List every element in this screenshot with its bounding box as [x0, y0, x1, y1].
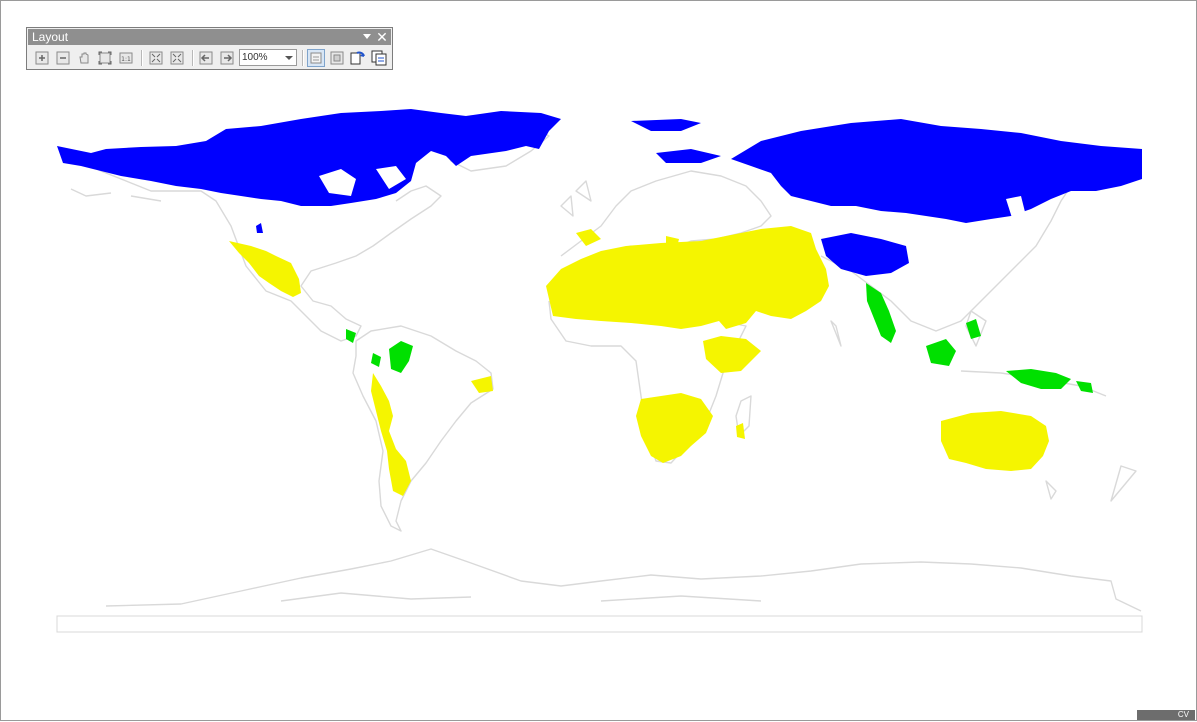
toolbar-titlebar[interactable]: Layout ✕ [28, 29, 391, 45]
arid-regions [229, 226, 1049, 496]
chevron-down-icon[interactable] [285, 56, 293, 60]
go-forward-extent-icon[interactable] [218, 49, 236, 67]
pan-icon[interactable] [75, 49, 93, 67]
tropical-regions [346, 283, 1093, 393]
toolbar-separator [192, 50, 194, 66]
toolbar-button-row: 1:1 100% [31, 48, 388, 68]
status-corner-indicator: CV [1137, 710, 1195, 720]
toolbar-close-icon[interactable]: ✕ [376, 29, 388, 45]
zoom-level-value: 100% [242, 52, 268, 63]
zoom-out-icon[interactable] [54, 49, 72, 67]
zoom-100-percent-icon[interactable]: 1:1 [117, 49, 135, 67]
layout-toolbar[interactable]: Layout ✕ 1:1 [26, 27, 393, 70]
svg-text:1:1: 1:1 [121, 56, 131, 63]
cold-regions [57, 109, 1142, 276]
go-back-extent-icon[interactable] [197, 49, 215, 67]
data-frame-border [56, 615, 1143, 633]
zoom-level-select[interactable]: 100% [239, 49, 297, 66]
fixed-zoom-in-icon[interactable] [147, 49, 165, 67]
focus-data-frame-icon[interactable] [328, 49, 346, 67]
toolbar-menu-arrow-icon[interactable] [363, 34, 371, 39]
zoom-in-icon[interactable] [33, 49, 51, 67]
data-driven-pages-icon[interactable] [370, 49, 388, 67]
toolbar-title: Layout [32, 30, 69, 44]
fixed-zoom-out-icon[interactable] [168, 49, 186, 67]
change-layout-icon[interactable] [349, 49, 367, 67]
toolbar-separator [302, 50, 304, 66]
zoom-whole-page-icon[interactable] [96, 49, 114, 67]
status-corner-text: CV [1177, 710, 1189, 719]
toolbar-separator [141, 50, 143, 66]
toggle-draft-mode-icon[interactable] [307, 49, 325, 67]
